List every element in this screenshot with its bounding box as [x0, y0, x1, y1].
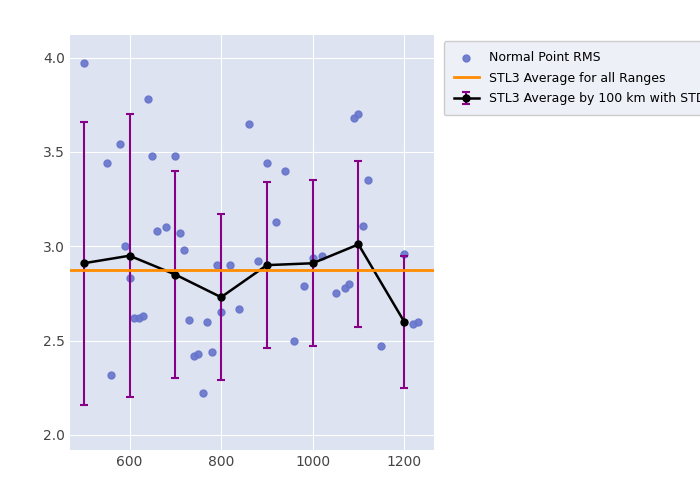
Normal Point RMS	[78, 60, 90, 68]
Normal Point RMS	[183, 316, 195, 324]
Normal Point RMS	[353, 110, 364, 118]
Normal Point RMS	[188, 352, 199, 360]
Normal Point RMS	[106, 370, 117, 378]
Normal Point RMS	[398, 250, 409, 258]
Normal Point RMS	[197, 390, 209, 398]
Normal Point RMS	[225, 261, 236, 269]
Normal Point RMS	[124, 274, 135, 282]
Normal Point RMS	[160, 224, 172, 232]
Normal Point RMS	[279, 167, 290, 175]
Normal Point RMS	[206, 348, 218, 356]
Normal Point RMS	[358, 222, 369, 230]
Legend: Normal Point RMS, STL3 Average for all Ranges, STL3 Average by 100 km with STD: Normal Point RMS, STL3 Average for all R…	[444, 42, 700, 116]
Normal Point RMS	[202, 318, 213, 326]
Normal Point RMS	[115, 140, 126, 148]
Normal Point RMS	[252, 258, 263, 266]
Normal Point RMS	[289, 336, 300, 344]
Normal Point RMS	[362, 176, 373, 184]
Normal Point RMS	[151, 227, 162, 235]
Normal Point RMS	[408, 320, 419, 328]
Normal Point RMS	[344, 280, 355, 288]
Normal Point RMS	[330, 290, 341, 298]
Normal Point RMS	[133, 314, 144, 322]
Normal Point RMS	[339, 284, 350, 292]
Normal Point RMS	[316, 252, 328, 260]
Normal Point RMS	[179, 246, 190, 254]
Normal Point RMS	[261, 160, 272, 168]
Normal Point RMS	[298, 282, 309, 290]
Normal Point RMS	[376, 342, 387, 350]
Normal Point RMS	[211, 261, 222, 269]
Normal Point RMS	[142, 95, 153, 103]
Normal Point RMS	[101, 160, 112, 168]
Normal Point RMS	[119, 242, 130, 250]
Normal Point RMS	[349, 114, 360, 122]
Normal Point RMS	[193, 350, 204, 358]
Normal Point RMS	[147, 152, 158, 160]
Normal Point RMS	[92, 465, 103, 473]
Normal Point RMS	[216, 308, 227, 316]
Normal Point RMS	[174, 229, 186, 237]
Normal Point RMS	[412, 318, 423, 326]
Normal Point RMS	[138, 312, 149, 320]
Normal Point RMS	[307, 254, 318, 262]
Normal Point RMS	[129, 314, 140, 322]
Normal Point RMS	[169, 152, 181, 160]
Normal Point RMS	[234, 304, 245, 312]
Normal Point RMS	[243, 120, 254, 128]
Normal Point RMS	[270, 218, 281, 226]
